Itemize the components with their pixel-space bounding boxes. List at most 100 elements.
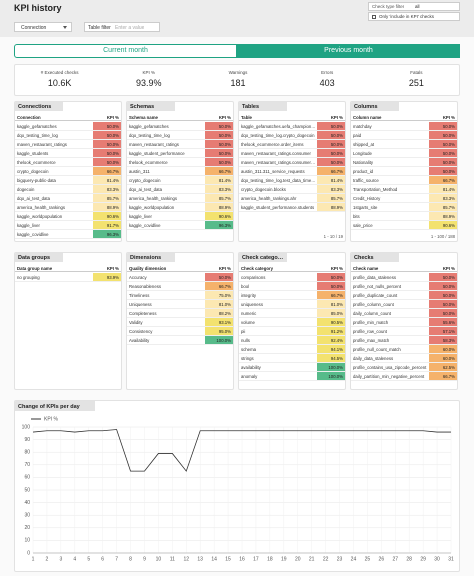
connection-dropdown[interactable]: Connection <box>14 22 72 32</box>
table-row[interactable]: america_health_rankings.ahr 85.7% <box>239 194 345 203</box>
table-row[interactable]: austin_311.311_service_requests 66.7% <box>239 167 345 176</box>
table-cell: profile_column_count <box>353 302 394 307</box>
table-row[interactable]: anomaly 100.0% <box>239 372 345 381</box>
table-row[interactable]: thelook_ecommerce 50.0% <box>127 158 233 167</box>
column-header: Column name <box>353 114 382 120</box>
table-row[interactable]: thelook_ecommerce 50.0% <box>15 158 121 167</box>
table-row[interactable]: no grouping 93.9% <box>15 273 121 282</box>
table-row[interactable]: profile_column_count 50.0% <box>351 300 457 309</box>
table-row[interactable]: Completeness 88.2% <box>127 309 233 318</box>
table-row[interactable]: kaggle_worldpopulation 90.6% <box>15 212 121 221</box>
table-row[interactable]: Consistency 95.0% <box>127 327 233 336</box>
month-tab[interactable]: Previous month <box>237 44 460 58</box>
table-row[interactable]: thelook_ecommerce.order_items 50.0% <box>239 140 345 149</box>
table-cell: availability <box>241 365 261 370</box>
table-row[interactable]: dqo_testing_time_log 50.0% <box>15 131 121 140</box>
table-row[interactable]: Availability 100.0% <box>127 336 233 345</box>
table-row[interactable]: profile_null_count_match 60.0% <box>351 345 457 354</box>
table-row[interactable]: dqo_ai_test_data 83.3% <box>127 185 233 194</box>
pagination[interactable]: 1 - 100 / 188 <box>430 234 455 239</box>
table-row[interactable]: kaggle_gefamatches 50.0% <box>127 122 233 131</box>
table-row[interactable]: strings 94.5% <box>239 354 345 363</box>
table-row[interactable]: kaggle_students 50.0% <box>15 149 121 158</box>
table-row[interactable]: daily_partition_min_negative_percent 66.7… <box>351 372 457 381</box>
table-row[interactable]: crypto_dogecoin 66.7% <box>15 167 121 176</box>
filter-label: Check type filter <box>372 4 405 9</box>
table-title: Check categories <box>239 253 287 262</box>
kpi-checkbox[interactable]: Only 'include in KPI' checks <box>368 12 460 21</box>
table-row[interactable]: america_health_rankings 85.7% <box>127 194 233 203</box>
table-row[interactable]: Credit_History 83.3% <box>351 194 457 203</box>
kpi-cell: 83.3% <box>93 185 121 193</box>
table-title: Schemas <box>127 102 175 111</box>
table-row[interactable]: kaggle_liver 91.7% <box>15 221 121 230</box>
table-row[interactable]: maven_restaurant_ratings 50.0% <box>127 140 233 149</box>
table-row[interactable]: Accuracy 50.0% <box>127 273 233 282</box>
table-row[interactable]: kaggle_covidlive 96.3% <box>127 221 233 230</box>
table-row[interactable]: profile_duplicate_count 50.0% <box>351 291 457 300</box>
table-row[interactable]: Longitude 50.0% <box>351 149 457 158</box>
table-row[interactable]: dqo_ai_test_data 85.7% <box>15 194 121 203</box>
table-row[interactable]: traffic_source 66.7% <box>351 176 457 185</box>
table-row[interactable]: bits 88.9% <box>351 212 457 221</box>
table-row[interactable]: numeric 85.0% <box>239 309 345 318</box>
check-type-filter[interactable]: Check type filter all <box>368 2 460 11</box>
table-row[interactable]: profile_data_staleness 50.0% <box>351 273 457 282</box>
table-row[interactable]: volume 90.5% <box>239 318 345 327</box>
table-filter[interactable]: Table filter Enter a value <box>84 22 160 32</box>
pagination[interactable]: 1 - 10 / 19 <box>323 234 343 239</box>
table-row[interactable]: Transportation_Method 81.4% <box>351 185 457 194</box>
table-row[interactable]: kaggle_worldpopulation 88.9% <box>127 203 233 212</box>
kpi-cell: 75.0% <box>205 291 233 299</box>
table-row[interactable]: Uniqueness 81.0% <box>127 300 233 309</box>
table-row[interactable]: maven_restaurant_ratings 50.0% <box>15 140 121 149</box>
table-row[interactable]: availability 100.0% <box>239 363 345 372</box>
table-row[interactable]: Validity 93.1% <box>127 318 233 327</box>
table-row[interactable]: profile_max_match 58.3% <box>351 336 457 345</box>
table-row[interactable]: america_health_rankings 88.9% <box>15 203 121 212</box>
month-tab[interactable]: Current month <box>14 44 237 58</box>
table-row[interactable]: bigquery-public-data 81.4% <box>15 176 121 185</box>
table-row[interactable]: dqo_testing_time_log.test_data_time_2104… <box>239 176 345 185</box>
column-header: Check name <box>353 265 379 271</box>
table-title: Connections <box>15 102 63 111</box>
table-row[interactable]: bool 50.0% <box>239 282 345 291</box>
table-row[interactable]: integrity 66.7% <box>239 291 345 300</box>
table-row[interactable]: comparisons 50.0% <box>239 273 345 282</box>
table-row[interactable]: Nationality 50.0% <box>351 158 457 167</box>
table-row[interactable]: kaggle_covidlive 96.3% <box>15 230 121 239</box>
table-row[interactable]: Timeliness 75.0% <box>127 291 233 300</box>
table-row[interactable]: kaggle_student_performance.students 88.9% <box>239 203 345 212</box>
table-row[interactable]: kaggle_student_performance 50.0% <box>127 149 233 158</box>
table-row[interactable]: dqo_testing_time_log 50.0% <box>127 131 233 140</box>
table-row[interactable]: product_id 50.0% <box>351 167 457 176</box>
table-row[interactable]: paid 50.0% <box>351 131 457 140</box>
table-row[interactable]: kaggle_gefamatches 50.0% <box>15 122 121 131</box>
table-row[interactable]: daily_column_count 50.0% <box>351 309 457 318</box>
table-row[interactable]: 1stgarts_site 85.7% <box>351 203 457 212</box>
table-row[interactable]: crypto_dogecoin 81.4% <box>127 176 233 185</box>
table-row[interactable]: nulls 92.4% <box>239 336 345 345</box>
table-row[interactable]: kaggle_liver 90.6% <box>127 212 233 221</box>
table-row[interactable]: schema 94.1% <box>239 345 345 354</box>
table-row[interactable]: dogecoin 83.3% <box>15 185 121 194</box>
table-row[interactable]: profile_contains_usa_zipcode_percent 62.5… <box>351 363 457 372</box>
table-row[interactable]: matchday 50.0% <box>351 122 457 131</box>
table-row[interactable]: profile_not_nulls_percent 50.0% <box>351 282 457 291</box>
table-row[interactable]: sale_price 90.6% <box>351 221 457 230</box>
table-row[interactable]: crypto_dogecoin.blocks 83.3% <box>239 185 345 194</box>
table-row[interactable]: dqo_testing_time_log.crypto_dogecoin 50.0… <box>239 131 345 140</box>
table-panel: Tables Table KPI % kaggle_gefamatches.uefa_… <box>238 101 346 242</box>
table-row[interactable]: maven_restaurant_ratings.consumer_prefer… <box>239 158 345 167</box>
table-row[interactable]: profile_min_match 55.6% <box>351 318 457 327</box>
scorecard-value: 403 <box>319 78 335 88</box>
table-row[interactable]: Reasonableness 66.7% <box>127 282 233 291</box>
table-row[interactable]: daily_data_staleness 60.0% <box>351 354 457 363</box>
table-row[interactable]: shipped_at 50.0% <box>351 140 457 149</box>
table-row[interactable]: pii 91.2% <box>239 327 345 336</box>
table-row[interactable]: profile_row_count 57.1% <box>351 327 457 336</box>
table-row[interactable]: austin_311 66.7% <box>127 167 233 176</box>
table-row[interactable]: maven_restaurant_ratings.consumer 50.0% <box>239 149 345 158</box>
table-row[interactable]: kaggle_gefamatches.uefa_champions_league… <box>239 122 345 131</box>
table-row[interactable]: uniqueness 81.0% <box>239 300 345 309</box>
